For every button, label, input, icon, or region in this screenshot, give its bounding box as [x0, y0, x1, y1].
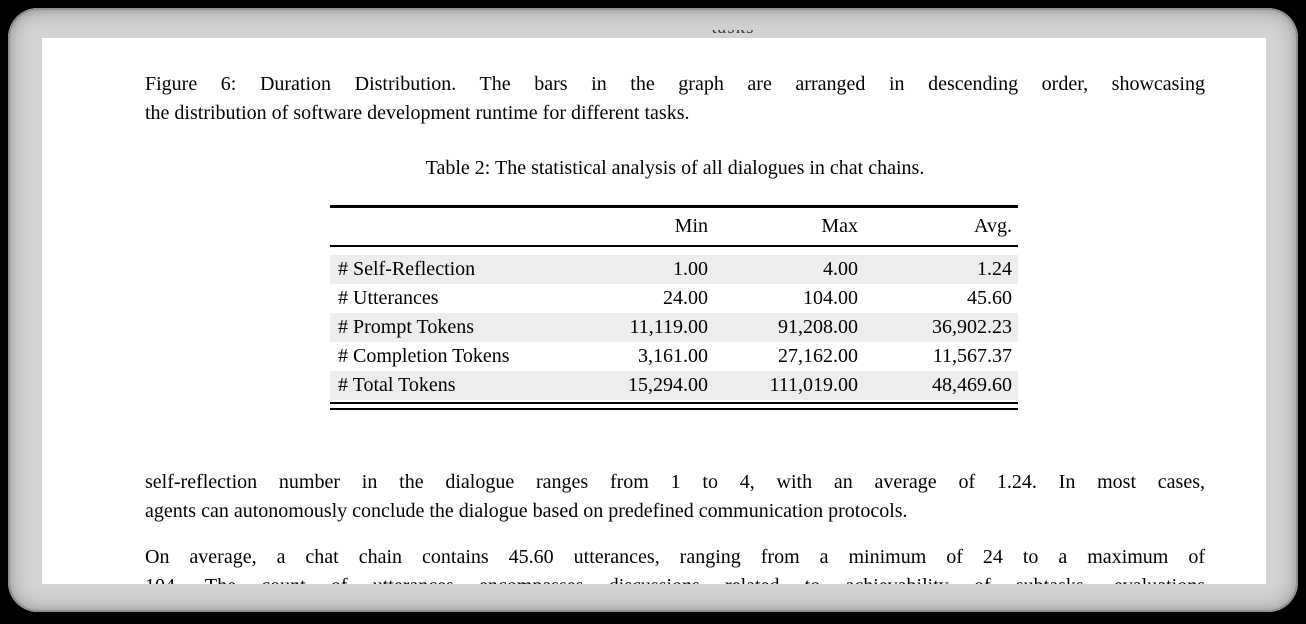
paper-page: Figure 6: Duration Distribution. The bar…	[42, 38, 1266, 584]
row-max: 91,208.00	[714, 313, 864, 342]
body-paragraph-2: On average, a chat chain contains 45.60 …	[145, 543, 1205, 584]
table-caption: Table 2: The statistical analysis of all…	[425, 157, 925, 179]
row-max: 4.00	[714, 255, 864, 284]
figure-caption: Figure 6: Duration Distribution. The bar…	[145, 70, 1205, 128]
row-max: 104.00	[803, 287, 858, 309]
header-avg: Avg.	[864, 205, 1018, 247]
row-min: 3,161.00	[638, 345, 708, 367]
row-avg: 11,567.37	[932, 345, 1012, 367]
figure-caption-line-2: the distribution of software development…	[145, 102, 690, 124]
table-row: # Self-Reflection 1.00 4.00 1.24	[330, 255, 1018, 284]
paragraph-1-line-1: self-reflection number in the dialogue r…	[145, 471, 1205, 493]
stats-table-header: Min Max Avg.	[330, 205, 1018, 247]
header-empty	[330, 205, 570, 247]
stats-table: Min Max Avg. # Self-Reflection 1.00 4.00…	[330, 205, 1018, 400]
table-spacer-row	[330, 246, 1018, 255]
row-avg: 1.24	[864, 255, 1018, 284]
paragraph-1-line-2: agents can autonomously conclude the dia…	[145, 500, 908, 522]
stats-table-wrap: Min Max Avg. # Self-Reflection 1.00 4.00…	[330, 205, 1018, 410]
table-bottom-rule	[330, 402, 1018, 410]
table-row: # Completion Tokens 3,161.00 27,162.00 1…	[330, 342, 1018, 371]
row-avg: 36,902.23	[864, 313, 1018, 342]
table-row: # Total Tokens 15,294.00 111,019.00 48,4…	[330, 371, 1018, 400]
table-row: # Utterances 24.00 104.00 45.60	[330, 284, 1018, 313]
paragraph-2-line-1: On average, a chat chain contains 45.60 …	[145, 546, 1205, 568]
row-avg: 48,469.60	[864, 371, 1018, 400]
paragraph-2-line-2: 104. The count of utterances encompasses…	[145, 572, 1205, 584]
row-label: # Utterances	[338, 287, 439, 309]
header-max: Max	[714, 205, 864, 247]
row-avg: 45.60	[967, 287, 1012, 309]
document-window: tasks Figure 6: Duration Distribution. T…	[8, 8, 1298, 612]
header-min: Min	[570, 205, 714, 247]
row-min: 15,294.00	[570, 371, 714, 400]
table-row: # Prompt Tokens 11,119.00 91,208.00 36,9…	[330, 313, 1018, 342]
clipped-axis-label: tasks	[693, 30, 773, 42]
row-label: # Self-Reflection	[330, 255, 570, 284]
row-max: 111,019.00	[714, 371, 864, 400]
row-min: 11,119.00	[570, 313, 714, 342]
row-min: 1.00	[570, 255, 714, 284]
row-max: 27,162.00	[778, 345, 858, 367]
figure-caption-line-1: Figure 6: Duration Distribution. The bar…	[145, 73, 1205, 95]
row-label: # Completion Tokens	[338, 345, 510, 367]
clipped-axis-label-text: tasks	[693, 30, 773, 39]
row-min: 24.00	[663, 287, 708, 309]
body-paragraph-1: self-reflection number in the dialogue r…	[145, 468, 1205, 526]
row-label: # Prompt Tokens	[330, 313, 570, 342]
row-label: # Total Tokens	[330, 371, 570, 400]
